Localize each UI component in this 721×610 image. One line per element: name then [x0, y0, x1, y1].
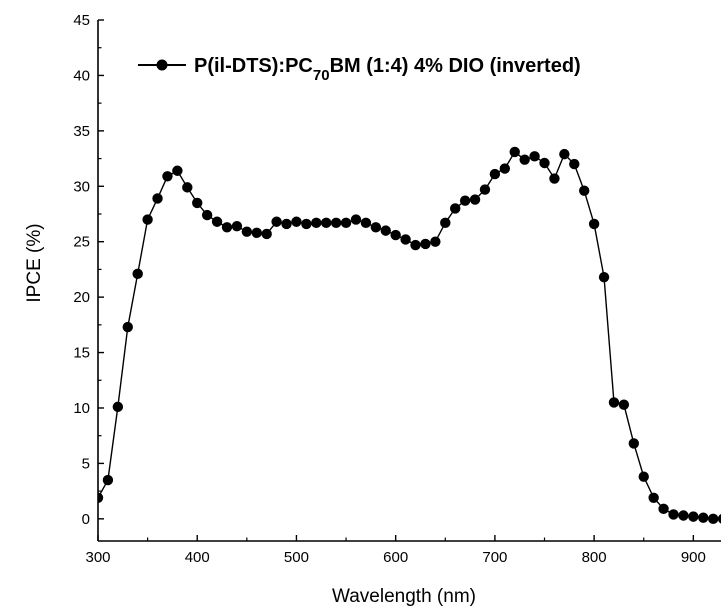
x-tick-label: 900	[681, 549, 706, 566]
y-tick-label: 25	[73, 234, 90, 251]
data-point	[678, 510, 689, 521]
data-point	[211, 216, 223, 227]
legend: P(il-DTS):PC70BM (1:4) 4% DIO (inverted)	[138, 55, 581, 84]
data-point	[707, 513, 719, 525]
y-tick-label: 20	[73, 289, 90, 306]
data-point	[688, 511, 699, 522]
y-tick-label: 45	[73, 12, 90, 29]
data-point	[618, 399, 630, 410]
data-point	[598, 271, 610, 283]
x-tick-label: 600	[383, 549, 408, 566]
data-point	[638, 471, 649, 482]
data-point	[142, 214, 153, 225]
ticks: 300 400 500 600 700 800 900 0 5 10 15 20 25 30 35 40 45	[73, 12, 706, 566]
data-point	[499, 163, 511, 174]
data-point	[112, 401, 124, 413]
data-point	[658, 503, 669, 515]
data-point	[301, 218, 312, 230]
data-point	[261, 228, 272, 240]
data-point	[509, 146, 520, 158]
data-point	[430, 236, 441, 247]
data-point	[440, 217, 451, 229]
y-tick-label: 10	[73, 400, 90, 417]
data-point	[162, 171, 173, 182]
y-tick-label: 30	[73, 178, 90, 195]
legend-marker	[156, 59, 168, 71]
data-point	[201, 209, 213, 221]
x-tick-label: 500	[284, 549, 309, 566]
data-point	[559, 148, 570, 160]
data-point	[152, 193, 163, 204]
data-point	[549, 173, 560, 184]
data-point	[251, 227, 262, 239]
data-point	[231, 220, 243, 232]
data-point	[321, 217, 332, 229]
y-axis-title: IPCE (%)	[24, 223, 45, 302]
data-point	[291, 216, 302, 227]
data-point	[608, 397, 620, 408]
data-point	[529, 151, 540, 162]
data-point	[271, 216, 282, 227]
data-point	[380, 225, 391, 236]
x-tick-label: 700	[482, 549, 507, 566]
data-point	[340, 217, 352, 229]
y-tick-label: 15	[73, 345, 90, 362]
data-point	[539, 157, 550, 169]
data-point	[420, 238, 431, 250]
y-tick-label: 35	[73, 123, 90, 140]
y-tick-label: 40	[73, 67, 90, 84]
legend-label: P(il-DTS):PC70BM (1:4) 4% DIO (inverted)	[194, 55, 581, 84]
data-point	[698, 512, 709, 523]
data-point	[102, 474, 114, 486]
y-tick-label: 5	[82, 455, 90, 472]
data-point	[459, 195, 471, 206]
data-point	[370, 222, 382, 233]
data-point	[668, 509, 679, 520]
series-line	[98, 150, 721, 520]
data-point	[400, 234, 411, 245]
data-point	[410, 239, 421, 251]
data-point	[450, 203, 461, 214]
data-point	[479, 184, 491, 195]
y-tick-label: 0	[82, 511, 90, 528]
data-point	[469, 194, 481, 205]
data-point	[569, 158, 580, 170]
data-point	[221, 222, 233, 233]
x-tick-label: 300	[85, 549, 110, 566]
data-point	[182, 182, 193, 193]
data-point	[350, 214, 362, 225]
data-point	[122, 321, 133, 333]
data-point	[132, 268, 143, 280]
data-point	[281, 218, 292, 230]
data-point	[360, 217, 372, 229]
data-point	[489, 168, 501, 180]
data-point	[311, 217, 322, 229]
data-point	[330, 217, 342, 229]
data-point	[241, 226, 253, 237]
data-point	[628, 438, 640, 449]
data-point	[192, 197, 203, 209]
data-point	[98, 492, 104, 503]
data-point	[390, 229, 401, 241]
data-point	[717, 514, 721, 524]
data-point	[519, 154, 530, 165]
data-point	[648, 492, 659, 503]
data-point	[579, 185, 590, 196]
axes	[97, 20, 721, 542]
data-point	[172, 165, 183, 176]
x-tick-label: 800	[582, 549, 607, 566]
data-point	[588, 218, 600, 230]
series-layer	[98, 146, 721, 525]
x-axis-title: Wavelength (nm)	[332, 586, 476, 607]
x-tick-label: 400	[185, 549, 210, 566]
